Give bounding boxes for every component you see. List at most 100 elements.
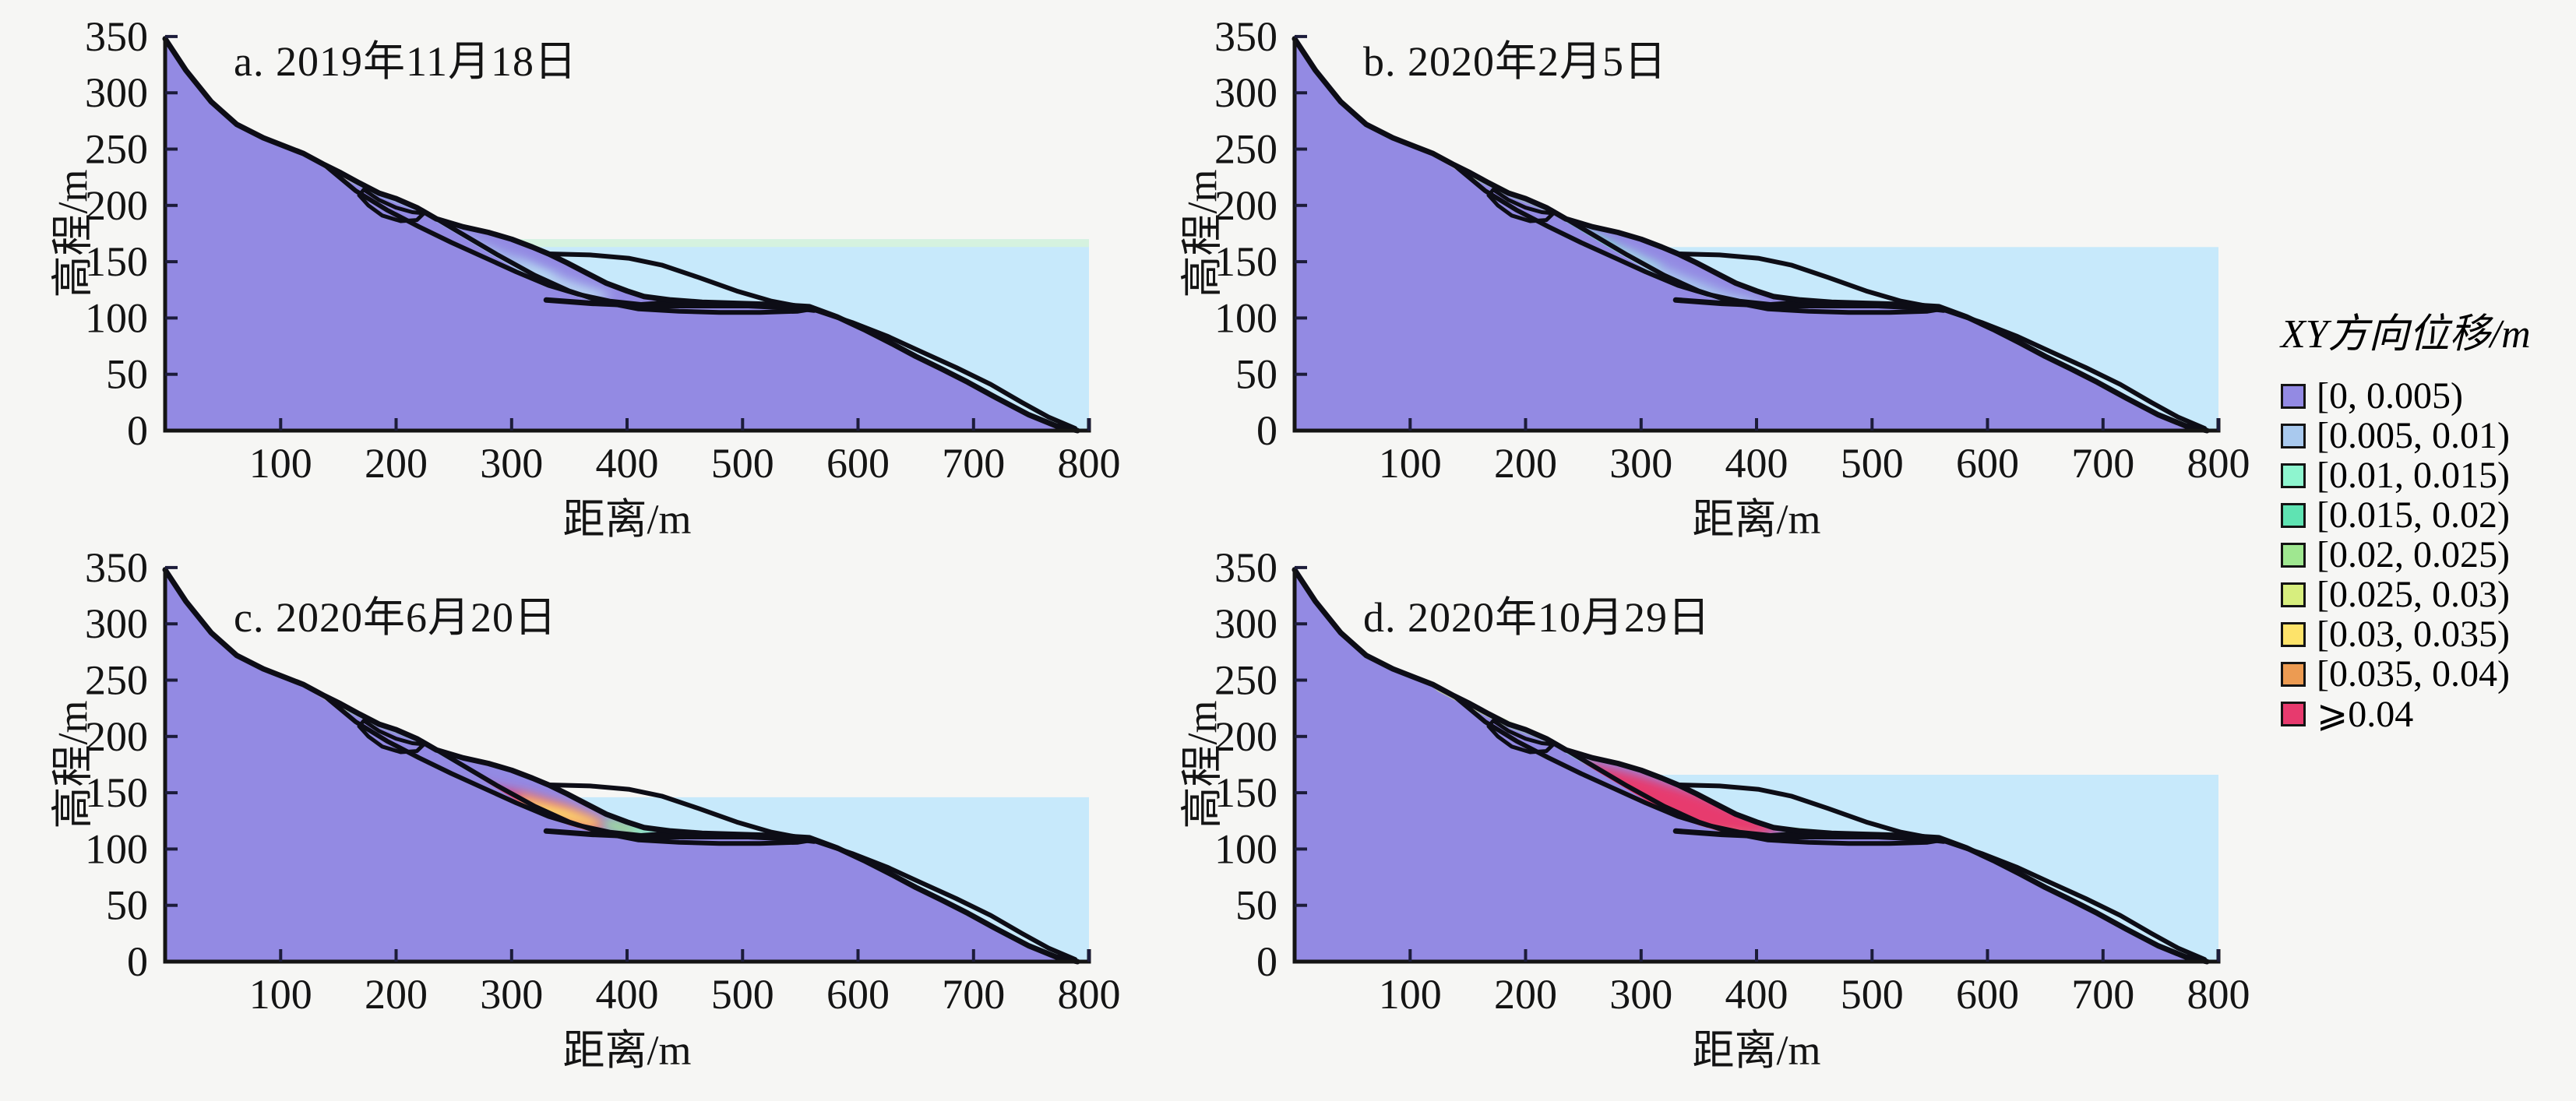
legend-item: [0.02, 0.025) (2281, 534, 2531, 575)
legend-item: [0.005, 0.01) (2281, 415, 2531, 456)
panel-title-a: a. 2019年11月18日 (234, 38, 577, 85)
x-tick-label: 700 (2071, 971, 2134, 1018)
x-tick-label: 600 (1956, 971, 2019, 1018)
x-tick-label: 400 (1725, 971, 1788, 1018)
x-tick-label: 800 (2187, 440, 2250, 487)
legend-title: XY方向位移/m (2281, 312, 2531, 357)
y-tick-label: 200 (85, 182, 148, 229)
legend-items: [0, 0.005) [0.005, 0.01) [0.01, 0.015) [… (2281, 375, 2531, 735)
x-tick-label: 500 (1841, 440, 1904, 487)
x-axis-label-b: 距离/m (1692, 496, 1821, 543)
y-axis-label-a: 高程/m (49, 169, 97, 298)
x-tick-label: 300 (480, 440, 543, 487)
legend-swatch-icon (2281, 463, 2306, 488)
slope-body (165, 38, 1089, 431)
y-tick-label: 250 (85, 657, 148, 704)
section-line (546, 252, 810, 311)
slope-body (1295, 38, 2218, 431)
x-tick-label: 300 (1609, 440, 1672, 487)
x-tick-label: 700 (942, 971, 1005, 1018)
x-tick-label: 400 (1725, 440, 1788, 487)
legend-swatch-icon (2281, 621, 2306, 647)
y-tick-label: 50 (1235, 351, 1277, 398)
y-tick-label: 50 (1235, 882, 1277, 929)
x-tick-label: 800 (2187, 971, 2250, 1018)
section-line (1549, 738, 2208, 962)
water-surface-band (511, 239, 1089, 248)
y-tick-label: 200 (85, 713, 148, 760)
y-tick-label: 200 (1214, 713, 1277, 760)
x-tick-label: 100 (1379, 440, 1442, 487)
x-tick-label: 400 (596, 440, 659, 487)
x-tick-label: 100 (1379, 971, 1442, 1018)
section-line (357, 188, 426, 223)
panel-b: 100 200 300 400 500 600 700 800 0 50 100 150 200 250 3… (1214, 13, 2250, 487)
legend: XY方向位移/m [0, 0.005) [0.005, 0.01) [0.01,… (2281, 301, 2531, 735)
panel-title-b: b. 2020年2月5日 (1363, 38, 1667, 85)
y-tick-label: 250 (85, 126, 148, 173)
y-tick-label: 350 (1214, 544, 1277, 591)
x-tick-label: 300 (480, 971, 543, 1018)
y-tick-label: 150 (1214, 238, 1277, 285)
legend-swatch-icon (2281, 661, 2306, 687)
y-tick-label: 100 (85, 294, 148, 341)
panel-title-d: d. 2020年10月29日 (1363, 594, 1711, 641)
x-tick-label: 500 (711, 971, 774, 1018)
legend-item: [0.035, 0.04) (2281, 653, 2531, 695)
x-tick-label: 500 (711, 440, 774, 487)
slope-body (1295, 569, 2218, 962)
legend-item: [0, 0.005) (2281, 375, 2531, 417)
y-tick-label: 300 (85, 600, 148, 647)
x-tick-label: 600 (826, 440, 890, 487)
y-tick-label: 350 (85, 13, 148, 60)
y-tick-label: 100 (1214, 294, 1277, 341)
legend-item: [0.015, 0.02) (2281, 494, 2531, 536)
x-tick-label: 800 (1058, 440, 1121, 487)
section-line (1292, 567, 2210, 965)
x-tick-label: 400 (596, 971, 659, 1018)
panel-title-c: c. 2020年6月20日 (234, 594, 557, 641)
y-tick-label: 300 (1214, 600, 1277, 647)
x-tick-label: 700 (942, 440, 1005, 487)
displacement-blob (1613, 248, 1766, 309)
x-tick-label: 200 (1494, 440, 1557, 487)
x-tick-label: 200 (365, 971, 428, 1018)
x-tick-label: 600 (826, 971, 890, 1018)
y-tick-label: 100 (85, 825, 148, 872)
panel-d: 100 200 300 400 500 600 700 800 0 50 100 150 200 250 3… (1214, 544, 2250, 1018)
legend-item: [0.025, 0.03) (2281, 574, 2531, 615)
x-tick-label: 800 (1058, 971, 1121, 1018)
y-tick-label: 350 (85, 544, 148, 591)
x-axis-label-a: 距离/m (562, 496, 692, 543)
x-axis-label-c: 距离/m (562, 1027, 692, 1074)
y-tick-label: 50 (106, 351, 148, 398)
y-tick-label: 300 (1214, 69, 1277, 116)
section-line (419, 207, 1078, 431)
x-tick-label: 200 (365, 440, 428, 487)
section-line (1676, 252, 1940, 311)
section-line (1676, 783, 1940, 842)
y-axis-label-c: 高程/m (49, 700, 97, 829)
section-line (357, 719, 426, 755)
section-line (1486, 719, 1556, 755)
displacement-blob (1583, 761, 1785, 838)
x-tick-label: 300 (1609, 971, 1672, 1018)
y-tick-label: 0 (127, 407, 148, 454)
section-line (1292, 36, 2210, 434)
displacement-blob (518, 795, 604, 829)
y-tick-label: 0 (1256, 407, 1277, 454)
y-tick-label: 250 (1214, 126, 1277, 173)
y-tick-label: 300 (85, 69, 148, 116)
x-tick-label: 600 (1956, 440, 2019, 487)
section-line (1486, 188, 1556, 223)
legend-swatch-icon (2281, 383, 2306, 409)
y-tick-label: 250 (1214, 657, 1277, 704)
panel-a: 100 200 300 400 500 600 700 800 0 50 100 150 200 250 3… (85, 13, 1121, 487)
section-line (546, 783, 810, 842)
y-axis-label-d: 高程/m (1179, 700, 1226, 829)
x-tick-label: 500 (1841, 971, 1904, 1018)
y-tick-label: 150 (85, 238, 148, 285)
x-tick-label: 100 (249, 440, 312, 487)
